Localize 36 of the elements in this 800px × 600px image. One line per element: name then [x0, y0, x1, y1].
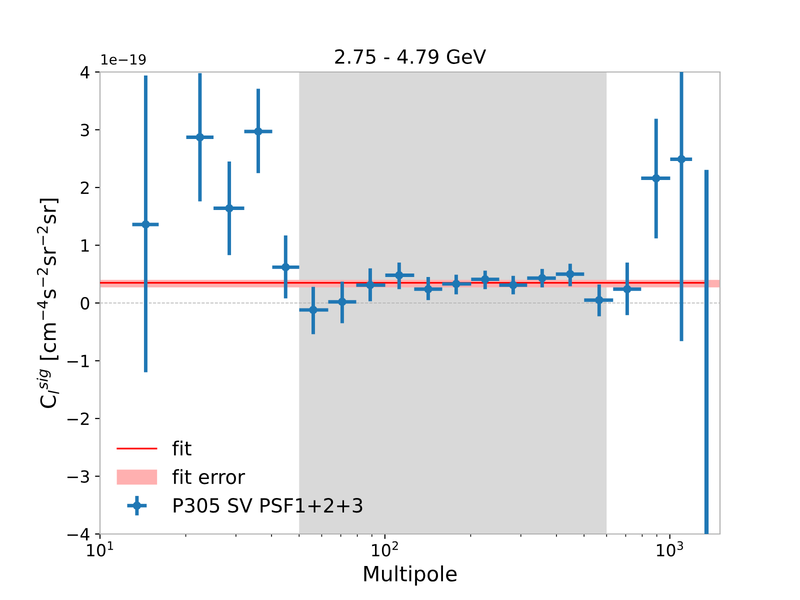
legend-label: P305 SV PSF1+2+3	[174, 498, 362, 513]
point	[652, 174, 660, 182]
y-tick-label: 4	[80, 66, 90, 78]
point	[394, 271, 404, 280]
y-tick-label: 0	[80, 296, 90, 310]
point	[309, 306, 318, 314]
point	[538, 274, 546, 282]
y-tick-label: 3	[80, 124, 89, 136]
point	[452, 280, 460, 288]
x-tick-label: 10$^{3}$	[656, 541, 684, 556]
y-tick-label: −1	[67, 354, 89, 368]
point	[424, 284, 432, 294]
point	[254, 127, 262, 136]
point	[281, 263, 290, 272]
point	[594, 296, 604, 304]
point	[509, 280, 518, 290]
point	[338, 298, 346, 306]
point	[566, 270, 574, 278]
chart-title: 2.75 - 4.79 GeV	[335, 49, 486, 64]
text: C$_{l}$$^{sig}$ [cm$^{−4}$s$^{−2}$sr$^{−2}$sr]	[36, 198, 60, 408]
legend-label: fit	[172, 440, 192, 456]
point	[366, 280, 374, 290]
y-tick-label: −4	[67, 528, 90, 540]
y-tick-label: 1	[82, 239, 89, 252]
point	[196, 133, 204, 142]
text: 1e−19	[102, 54, 146, 65]
x-axis-title: Multipole	[364, 565, 457, 586]
point	[623, 284, 632, 294]
y-tick-label: −2	[67, 412, 89, 425]
y-tick-label: −3	[67, 470, 89, 483]
y-tick-label: 2	[80, 181, 89, 194]
legend-label: fit error	[172, 469, 246, 484]
x-tick-label: 10$^{2}$	[372, 541, 398, 556]
point	[480, 275, 490, 284]
x-tick-label: 10$^{1}$	[87, 541, 114, 557]
point	[225, 204, 234, 212]
